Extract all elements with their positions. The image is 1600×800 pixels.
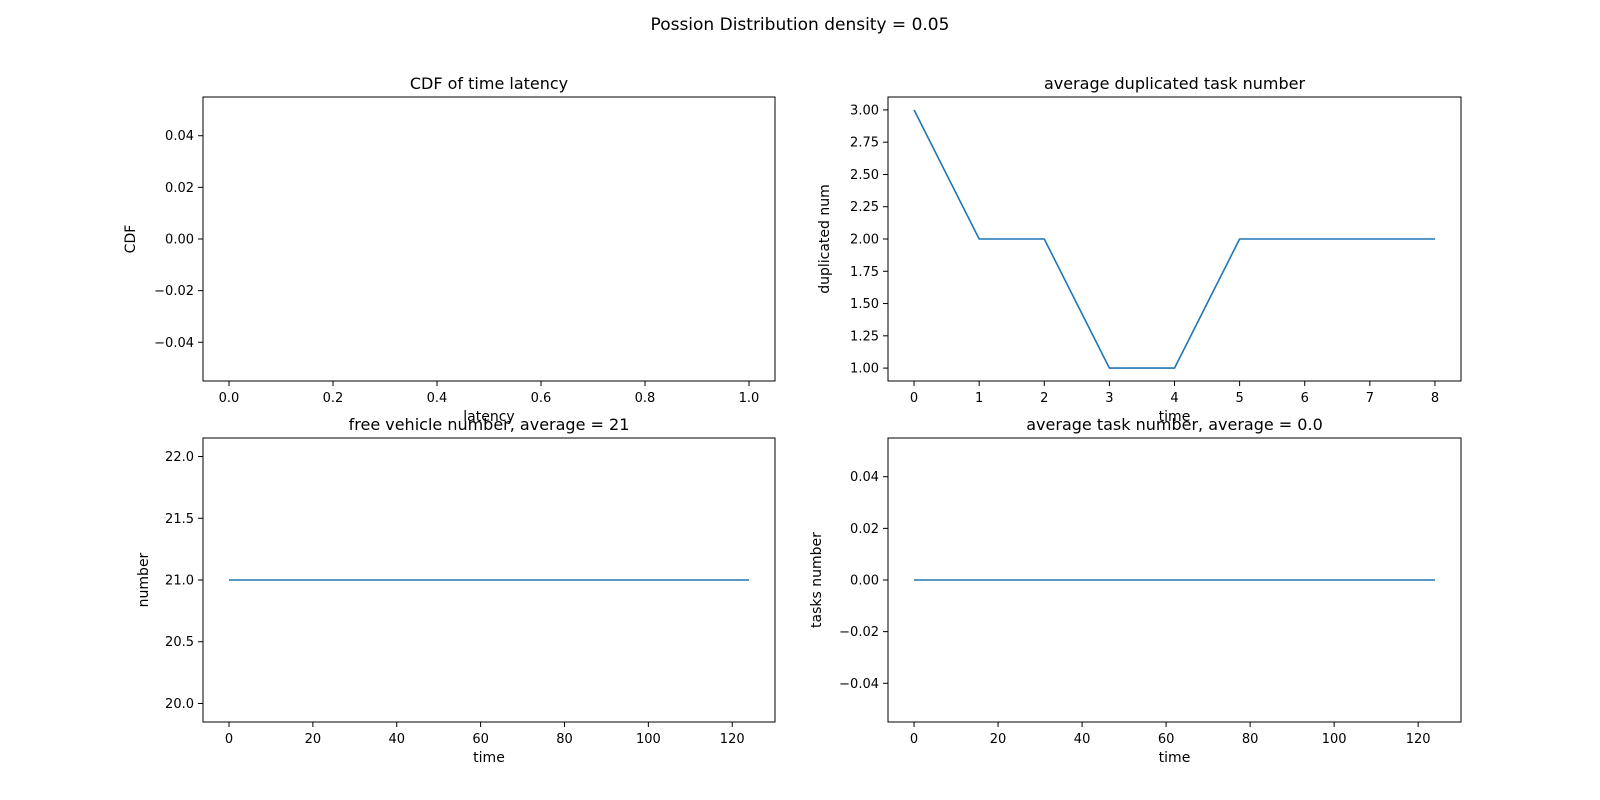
y-tick-label: 21.0	[165, 574, 194, 589]
x-axis-label: time	[1159, 750, 1191, 766]
x-tick-label: 100	[636, 732, 661, 747]
y-tick-label: 1.75	[850, 265, 879, 280]
y-tick-label: 2.50	[850, 168, 879, 183]
x-tick-label: 1.0	[739, 391, 760, 406]
x-axis-label: latency	[463, 409, 514, 425]
x-tick-label: 6	[1301, 391, 1309, 406]
y-axis-label: number	[136, 552, 152, 607]
y-tick-label: −0.02	[154, 284, 194, 299]
figure-suptitle: Possion Distribution density = 0.05	[651, 15, 950, 35]
subplot-title: CDF of time latency	[410, 74, 568, 93]
y-tick-label: 0.00	[850, 574, 879, 589]
x-tick-label: 0.6	[531, 391, 552, 406]
x-tick-label: 8	[1431, 391, 1439, 406]
x-tick-label: 0.2	[323, 391, 344, 406]
x-tick-label: 80	[1242, 732, 1259, 747]
x-tick-label: 1	[975, 391, 983, 406]
y-tick-label: −0.04	[154, 336, 194, 351]
subplot-3: 0 20 40 60 80 100 120 20.0 20.5 21.0 21.5 22.0 free …	[136, 415, 776, 766]
y-tick-label: 21.5	[165, 512, 194, 527]
x-tick-label: 100	[1322, 732, 1347, 747]
y-tick-label: 0.04	[165, 129, 194, 144]
x-tick-label: 7	[1366, 391, 1374, 406]
x-tick-label: 2	[1040, 391, 1048, 406]
x-tick-label: 5	[1235, 391, 1243, 406]
y-tick-label: −0.04	[839, 677, 879, 692]
subplot-title: average duplicated task number	[1044, 74, 1306, 93]
x-tick-label: 0	[225, 732, 233, 747]
subplot-1: 0.0 0.2 0.4 0.6 0.8 1.0 −0.04 −0.02 0.00 0.02 0.04…	[123, 74, 776, 425]
x-tick-label: 0.8	[635, 391, 656, 406]
y-tick-label: 20.0	[165, 697, 194, 712]
y-axis-label: tasks number	[809, 532, 825, 628]
x-tick-label: 120	[720, 732, 745, 747]
y-axis-label: duplicated num	[817, 184, 833, 294]
y-tick-label: 22.0	[165, 450, 194, 465]
y-tick-label: 2.00	[850, 233, 879, 248]
y-tick-label: 1.50	[850, 297, 879, 312]
x-tick-label: 20	[990, 732, 1007, 747]
x-tick-label: 0	[910, 732, 918, 747]
y-tick-label: 2.25	[850, 200, 879, 215]
x-tick-label: 120	[1406, 732, 1431, 747]
x-tick-label: 0	[910, 391, 918, 406]
y-tick-label: 1.00	[850, 362, 879, 377]
x-tick-label: 0.0	[219, 391, 240, 406]
y-tick-label: 0.02	[165, 181, 194, 196]
y-tick-label: 0.02	[850, 522, 879, 537]
x-tick-label: 60	[1158, 732, 1175, 747]
x-tick-label: 20	[305, 732, 322, 747]
y-axis-label: CDF	[123, 225, 139, 254]
x-tick-label: 4	[1170, 391, 1178, 406]
x-tick-label: 0.4	[427, 391, 448, 406]
subplot-title: free vehicle number, average = 21	[349, 415, 630, 434]
subplot-grid: 0.0 0.2 0.4 0.6 0.8 1.0 −0.04 −0.02 0.00 0.02 0.04…	[123, 74, 1462, 766]
x-tick-label: 40	[1074, 732, 1091, 747]
y-tick-label: 3.00	[850, 103, 879, 118]
x-tick-label: 60	[472, 732, 489, 747]
y-tick-label: 20.5	[165, 635, 194, 650]
y-tick-label: 0.04	[850, 470, 879, 485]
x-axis-label: time	[473, 750, 505, 766]
x-tick-label: 3	[1105, 391, 1113, 406]
subplot-4: 0 20 40 60 80 100 120 −0.04 −0.02 0.00 0.02 0.04 ave…	[809, 415, 1462, 766]
subplot-title: average task number, average = 0.0	[1026, 415, 1323, 434]
x-tick-label: 40	[388, 732, 405, 747]
y-tick-label: 0.00	[165, 233, 194, 248]
subplot-2: 0 1 2 3 4 5 6 7 8 1.00 1.25 1.50 1.75 2.00 2.25 2.50 2.7…	[817, 74, 1462, 425]
x-tick-label: 80	[556, 732, 573, 747]
y-tick-label: 2.75	[850, 136, 879, 151]
series-line-1	[913, 109, 1435, 369]
y-tick-label: 1.25	[850, 329, 879, 344]
x-axis-label: time	[1159, 409, 1191, 425]
y-tick-label: −0.02	[839, 625, 879, 640]
